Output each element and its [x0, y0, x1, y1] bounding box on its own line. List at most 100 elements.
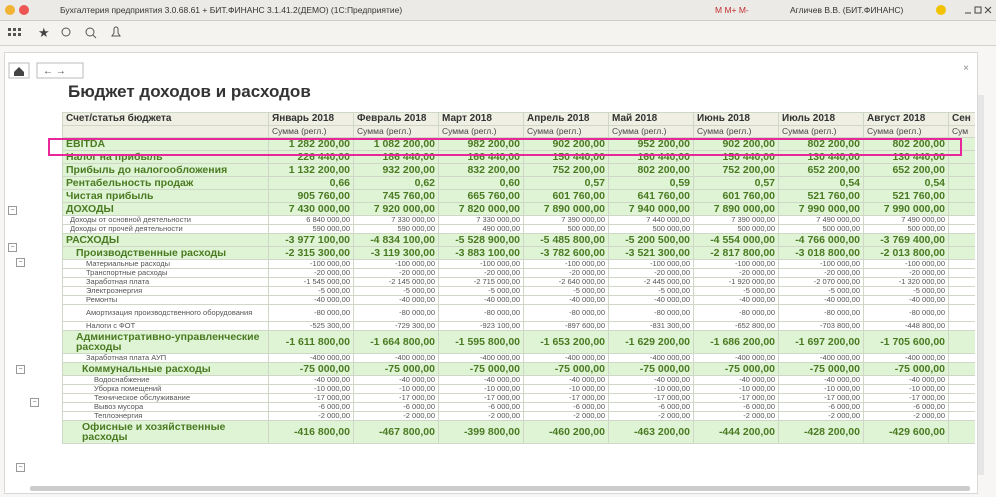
cell-value: -80 000,00: [609, 305, 694, 322]
close-button[interactable]: ×: [963, 63, 969, 74]
cell-value: 186 440,00: [354, 151, 439, 164]
cell-value: 641 760,00: [609, 190, 694, 203]
cell-value: -400 000,00: [609, 354, 694, 363]
cell-value: -20 000,00: [609, 269, 694, 278]
cell-value: 590 000,00: [354, 225, 439, 234]
cell-value: 7 390 000,00: [694, 216, 779, 225]
collapse-toggle[interactable]: −: [30, 398, 39, 407]
row-label: Рентабельность продаж: [63, 177, 269, 190]
cell-value: 7 440 000,00: [609, 216, 694, 225]
cell-value: -2 000,00: [439, 412, 524, 421]
cell-value: -1 611 800,00: [269, 331, 354, 354]
cell-value: -400 000,00: [524, 354, 609, 363]
cell-value: 490 000,00: [439, 225, 524, 234]
cell-value: -40 000,00: [269, 296, 354, 305]
cell-value: 652 200,00: [864, 164, 949, 177]
cell-value: 0,54: [864, 177, 949, 190]
row-label: Вывоз мусора: [63, 403, 269, 412]
cell-value: 590 000,00: [269, 225, 354, 234]
cell-value: 905 760,00: [269, 190, 354, 203]
row-label: Доходы от основной деятельности: [63, 216, 269, 225]
cell-value: [949, 376, 976, 385]
nav-buttons[interactable]: ← →: [7, 61, 87, 81]
cell-value: 7 890 000,00: [524, 203, 609, 216]
cell-value: -6 000,00: [864, 403, 949, 412]
row-label: Электроэнергия: [63, 287, 269, 296]
cell-value: -400 000,00: [269, 354, 354, 363]
row-label: Теплоэнергия: [63, 412, 269, 421]
row-label: Заработная плата: [63, 278, 269, 287]
collapse-toggle[interactable]: −: [16, 463, 25, 472]
cell-value: -80 000,00: [354, 305, 439, 322]
horizontal-scrollbar[interactable]: [30, 486, 970, 491]
collapse-toggle[interactable]: −: [8, 243, 17, 252]
cell-value: 745 760,00: [354, 190, 439, 203]
cell-value: 130 440,00: [864, 151, 949, 164]
cell-value: -2 000,00: [609, 412, 694, 421]
cell-value: -3 769 400,00: [864, 234, 949, 247]
cell-value: -2 000,00: [354, 412, 439, 421]
table-row: Производственные расходы-2 315 300,00-3 …: [63, 247, 976, 260]
cell-value: -17 000,00: [694, 394, 779, 403]
table-row: Материальные расходы-100 000,00-100 000,…: [63, 260, 976, 269]
cell-value: [949, 138, 976, 151]
vertical-scrollbar[interactable]: [978, 95, 984, 475]
window-controls[interactable]: [935, 3, 993, 17]
row-label: Производственные расходы: [63, 247, 269, 260]
cell-value: -1 595 800,00: [439, 331, 524, 354]
row-label: Налоги с ФОТ: [63, 322, 269, 331]
header-row: Счет/статья бюджетаЯнварь 2018Февраль 20…: [63, 113, 976, 126]
cell-value: -5 000,00: [354, 287, 439, 296]
cell-value: -40 000,00: [864, 296, 949, 305]
cell-value: -100 000,00: [524, 260, 609, 269]
user-name[interactable]: Агличев В.В. (БИТ.ФИНАНС): [790, 5, 903, 15]
cell-value: -75 000,00: [524, 363, 609, 376]
memory-buttons[interactable]: M M+ M-: [715, 5, 749, 15]
column-header: Апрель 2018: [524, 113, 609, 126]
column-header: Март 2018: [439, 113, 524, 126]
column-subheader: Сумма (регл.): [269, 126, 354, 138]
cell-value: -100 000,00: [779, 260, 864, 269]
cell-value: -463 200,00: [609, 421, 694, 444]
cell-value: -1 686 200,00: [694, 331, 779, 354]
cell-value: -2 000,00: [694, 412, 779, 421]
cell-value: 7 490 000,00: [779, 216, 864, 225]
cell-value: -400 000,00: [779, 354, 864, 363]
cell-value: [949, 305, 976, 322]
column-header: Июль 2018: [779, 113, 864, 126]
cell-value: -10 000,00: [354, 385, 439, 394]
cell-value: -40 000,00: [779, 376, 864, 385]
cell-value: 932 200,00: [354, 164, 439, 177]
cell-value: -2 013 800,00: [864, 247, 949, 260]
collapse-toggle[interactable]: −: [16, 258, 25, 267]
cell-value: 500 000,00: [524, 225, 609, 234]
column-header: Июнь 2018: [694, 113, 779, 126]
cell-value: 130 440,00: [779, 151, 864, 164]
cell-value: -17 000,00: [354, 394, 439, 403]
cell-value: 7 490 000,00: [864, 216, 949, 225]
cell-value: -40 000,00: [609, 296, 694, 305]
cell-value: -20 000,00: [864, 269, 949, 278]
collapse-toggle[interactable]: −: [8, 206, 17, 215]
cell-value: 150 440,00: [524, 151, 609, 164]
table-row: РАСХОДЫ-3 977 100,00-4 834 100,00-5 528 …: [63, 234, 976, 247]
cell-value: -20 000,00: [354, 269, 439, 278]
cell-value: -6 000,00: [354, 403, 439, 412]
cell-value: 1 282 200,00: [269, 138, 354, 151]
toolbar-icons[interactable]: ★: [0, 21, 140, 45]
cell-value: -20 000,00: [779, 269, 864, 278]
cell-value: -4 766 000,00: [779, 234, 864, 247]
table-row: Техническое обслуживание-17 000,00-17 00…: [63, 394, 976, 403]
cell-value: 500 000,00: [694, 225, 779, 234]
app-icons: [4, 3, 44, 17]
row-label: ДОХОДЫ: [63, 203, 269, 216]
cell-value: -400 000,00: [439, 354, 524, 363]
collapse-toggle[interactable]: −: [16, 365, 25, 374]
cell-value: -80 000,00: [524, 305, 609, 322]
cell-value: -1 545 000,00: [269, 278, 354, 287]
cell-value: -525 300,00: [269, 322, 354, 331]
row-label: Амортизация производственного оборудован…: [63, 305, 269, 322]
cell-value: -17 000,00: [524, 394, 609, 403]
cell-value: 7 920 000,00: [354, 203, 439, 216]
